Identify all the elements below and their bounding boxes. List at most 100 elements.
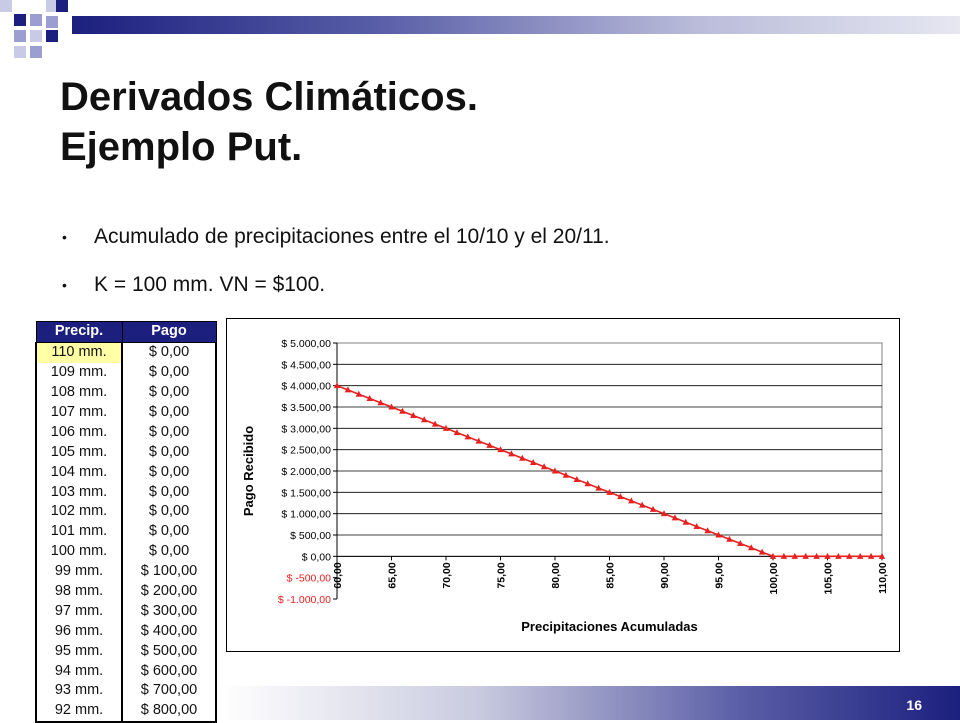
table-body: 110 mm. $ 0,00 109 mm. $ 0,00 108 mm. $ 0,00 1…	[35, 342, 217, 723]
table-row: 100 mm. $ 0,00	[35, 541, 217, 562]
data-point-marker	[780, 552, 788, 559]
header-pago: Pago	[121, 321, 217, 343]
decor-square-2	[30, 14, 42, 26]
table-row: 105 mm. $ 0,00	[35, 442, 217, 463]
data-point-marker	[704, 527, 711, 534]
table-row: 107 mm. $ 0,00	[35, 402, 217, 423]
table-row: 106 mm. $ 0,00	[35, 422, 217, 443]
y-tick-label: $ 4.500,00	[281, 359, 331, 371]
data-point-marker	[442, 424, 450, 431]
data-point-marker	[410, 412, 417, 419]
data-point-marker	[486, 441, 493, 448]
data-point-marker	[519, 454, 526, 461]
data-point-marker	[508, 450, 515, 457]
data-point-marker	[682, 518, 689, 525]
y-tick-label: $ 3.500,00	[281, 402, 331, 414]
cell-precip: 104 mm.	[35, 462, 123, 483]
data-point-marker	[355, 390, 362, 397]
table-row: 96 mm. $ 400,00	[35, 621, 217, 642]
cell-precip: 92 mm.	[35, 700, 123, 723]
data-point-marker	[377, 399, 384, 406]
data-point-marker	[573, 476, 580, 483]
table-row: 108 mm. $ 0,00	[35, 382, 217, 403]
cell-pago: $ 0,00	[121, 422, 217, 443]
data-point-marker	[846, 552, 853, 559]
bullet-text: K = 100 mm. VN = $100.	[94, 273, 326, 296]
decor-square-5	[14, 30, 26, 42]
table-row: 110 mm. $ 0,00	[35, 342, 217, 363]
y-tick-label: $ 3.000,00	[281, 423, 331, 435]
table-row: 102 mm. $ 0,00	[35, 502, 217, 522]
cell-pago: $ 0,00	[121, 541, 217, 562]
cell-precip: 110 mm.	[35, 342, 123, 363]
data-point-marker	[464, 433, 471, 440]
data-point-marker	[388, 403, 395, 410]
x-tick-label: 70,00	[441, 562, 453, 588]
data-point-marker	[453, 429, 461, 436]
chart-frame: $ 5.000,00 $ 4.500,00 $ 4.000,00 $ 3.500,00…	[226, 318, 900, 652]
data-point-marker	[595, 484, 602, 491]
data-point-marker	[769, 552, 777, 559]
x-tick-label: 75,00	[496, 562, 508, 588]
data-point-marker	[617, 493, 624, 500]
decor-square-6	[30, 30, 42, 42]
bullet-dot-icon: •	[62, 229, 67, 245]
y-tick-label: $ 1.000,00	[281, 509, 331, 521]
x-axis-title: Precipitaciones Acumuladas	[521, 619, 698, 634]
cell-precip: 109 mm.	[35, 362, 123, 383]
cell-pago: $ 600,00	[121, 661, 217, 682]
data-point-marker	[737, 540, 744, 547]
data-point-marker	[497, 446, 504, 453]
bullet-item: • K = 100 mm. VN = $100.	[62, 272, 610, 320]
cell-precip: 103 mm.	[35, 482, 123, 503]
data-point-marker	[399, 407, 406, 414]
x-tick-label: 85,00	[605, 562, 617, 588]
data-point-marker	[366, 394, 373, 401]
table-row: 104 mm. $ 0,00	[35, 462, 217, 483]
decor-square-10	[14, 46, 26, 58]
slide-title: Derivados Climáticos. Ejemplo Put.	[60, 72, 478, 172]
data-point-marker	[431, 420, 439, 427]
data-point-marker	[639, 501, 646, 508]
cell-pago: $ 700,00	[121, 681, 217, 701]
x-tick-label: 100,00	[768, 562, 780, 594]
table-row: 98 mm. $ 200,00	[35, 581, 217, 602]
data-point-marker	[344, 386, 352, 393]
table-row: 101 mm. $ 0,00	[35, 521, 217, 542]
data-point-marker	[758, 548, 766, 555]
data-point-marker	[693, 522, 700, 529]
data-point-marker	[551, 467, 559, 474]
decor-square-11	[0, 0, 12, 12]
cell-precip: 108 mm.	[35, 382, 123, 403]
data-point-marker	[649, 505, 657, 512]
y-tick-label: $ 1.500,00	[281, 487, 331, 499]
decor-square-4	[56, 0, 68, 12]
cell-pago: $ 200,00	[121, 581, 217, 602]
bullet-item: • Acumulado de precipitaciones entre el …	[62, 224, 610, 272]
data-point-marker	[748, 544, 755, 551]
data-point-marker	[333, 382, 341, 389]
data-point-marker	[824, 552, 831, 559]
x-tick-label: 110,00	[877, 562, 889, 594]
cell-precip: 107 mm.	[35, 402, 123, 423]
table-row: 93 mm. $ 700,00	[35, 681, 217, 701]
y-tick-label: $ 500,00	[290, 530, 331, 542]
cell-pago: $ 100,00	[121, 561, 217, 582]
slide-title-line-1: Derivados Climáticos.	[60, 75, 478, 119]
decor-square-8	[46, 30, 58, 42]
bullet-list: • Acumulado de precipitaciones entre el …	[62, 224, 610, 320]
data-point-marker	[671, 514, 679, 521]
y-tick-label: $ 2.500,00	[281, 445, 331, 457]
x-tick-label: 95,00	[714, 562, 726, 588]
x-tick-label: 65,00	[387, 562, 399, 588]
cell-precip: 98 mm.	[35, 581, 123, 602]
cell-precip: 105 mm.	[35, 442, 123, 463]
decor-square-9	[30, 46, 42, 58]
bottom-gradient-bar	[220, 686, 960, 720]
data-point-marker	[475, 437, 482, 444]
cell-pago: $ 0,00	[121, 382, 217, 403]
cell-pago: $ 0,00	[121, 362, 217, 383]
table-row: 97 mm. $ 300,00	[35, 601, 217, 622]
cell-pago: $ 0,00	[121, 502, 217, 522]
table-row: 92 mm. $ 800,00	[35, 700, 217, 723]
